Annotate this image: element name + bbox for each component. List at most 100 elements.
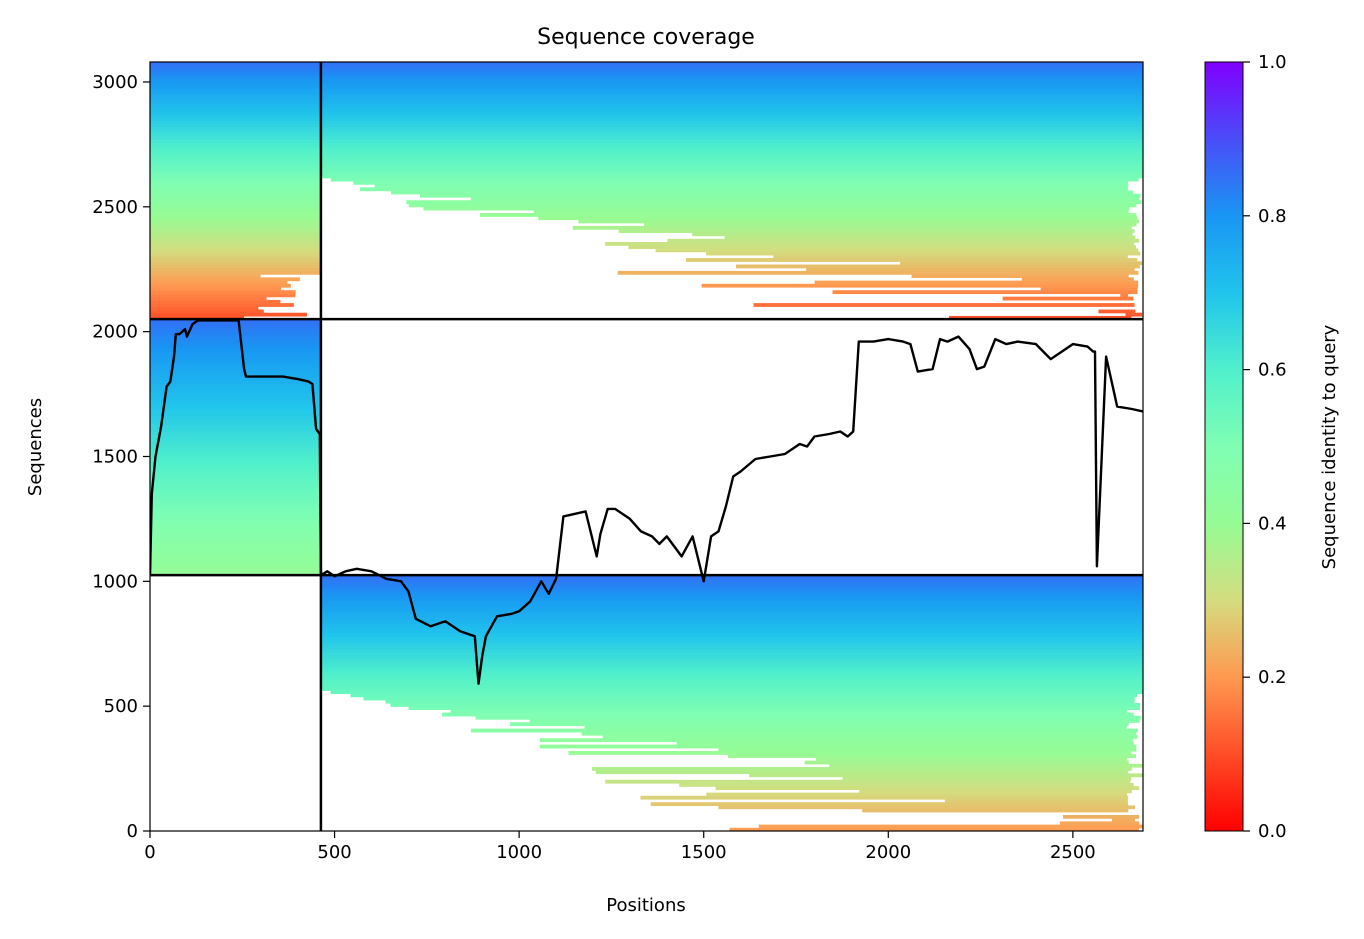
msa-row (150, 424, 321, 429)
msa-row (150, 367, 321, 371)
msa-row (320, 613, 1143, 618)
msa-row (150, 482, 321, 487)
msa-row (150, 280, 288, 285)
msa-row (320, 584, 1143, 589)
msa-row (150, 116, 321, 121)
msa-row (150, 248, 321, 253)
msa-row (350, 693, 1138, 698)
msa-row (150, 453, 321, 458)
msa-row (320, 116, 1143, 121)
msa-row (150, 94, 321, 98)
msa-row (150, 258, 321, 262)
msa-row (150, 139, 321, 143)
msa-row (150, 209, 321, 214)
msa-row (150, 81, 321, 86)
msa-row (859, 789, 1132, 794)
msa-row (1021, 277, 1134, 282)
msa-row (150, 571, 321, 576)
msa-row (150, 119, 321, 124)
msa-row (470, 197, 1140, 201)
colorbar-tick-label: 0.0 (1258, 821, 1287, 842)
msa-row (655, 248, 1139, 253)
msa-row (539, 744, 1137, 749)
msa-row (150, 431, 321, 435)
msa-row (320, 145, 1143, 150)
msa-row (320, 687, 1143, 691)
msa-row (320, 78, 1143, 82)
msa-row (150, 107, 321, 111)
msa-row (150, 485, 321, 490)
msa-row (320, 90, 1143, 95)
msa-row (667, 238, 1140, 243)
msa-row (150, 530, 321, 535)
msa-row (150, 126, 321, 131)
msa-row (150, 129, 321, 134)
plot-frame (149, 61, 1144, 832)
msa-row (150, 373, 321, 378)
msa-row (320, 87, 1143, 92)
msa-row (320, 648, 1143, 653)
msa-row (150, 488, 321, 493)
msa-row (679, 783, 1134, 787)
msa-row (320, 113, 1143, 118)
colorbar: 0.0 0.2 0.4 0.6 0.8 1.0 Sequence identity to … (1204, 52, 1340, 842)
msa-row (150, 447, 321, 451)
msa-row (150, 491, 321, 496)
msa-row (150, 363, 321, 368)
msa-row (320, 68, 1143, 73)
msa-row (320, 123, 1143, 127)
msa-block-1 (150, 62, 321, 320)
msa-row (150, 264, 321, 269)
msa-row (150, 504, 321, 509)
msa-row (650, 802, 1128, 807)
msa-row (605, 779, 1131, 784)
msa-row (150, 110, 321, 115)
msa-row (150, 148, 321, 153)
msa-row (150, 456, 321, 461)
msa-row (408, 203, 1137, 208)
msa-row (150, 411, 321, 416)
msa-row (320, 626, 1143, 631)
msa-row (150, 392, 321, 397)
msa-row (150, 344, 321, 349)
msa-row (390, 703, 1141, 707)
msa-row (150, 559, 321, 563)
msa-row (150, 293, 296, 298)
msa-row (150, 216, 321, 221)
msa-row (150, 274, 261, 278)
msa-row (320, 97, 1143, 102)
msa-row (150, 161, 321, 166)
msa-row (150, 360, 321, 365)
msa-row (736, 264, 1140, 269)
x-tick-label: 1500 (681, 842, 727, 863)
msa-row (150, 463, 321, 467)
msa-row (150, 338, 321, 343)
msa-row (150, 517, 321, 522)
msa-row (320, 158, 1143, 163)
msa-row (320, 607, 1143, 611)
msa-row (944, 799, 1128, 803)
plot-area (149, 61, 1144, 832)
msa-row (150, 251, 321, 256)
msa-row (150, 357, 321, 362)
y-axis: 0 500 1000 1500 2000 2500 3000 (92, 72, 150, 842)
msa-row (320, 661, 1143, 666)
msa-row (150, 427, 321, 432)
msa-row (320, 103, 1143, 108)
msa-row (150, 437, 321, 442)
msa-row (150, 386, 321, 391)
msa-row (533, 209, 1129, 214)
msa-row (150, 213, 321, 217)
msa-row (150, 514, 321, 519)
msa-row (814, 280, 1139, 285)
msa-row (150, 421, 321, 426)
msa-row (420, 193, 1141, 198)
y-tick-label: 500 (104, 696, 138, 717)
msa-row (150, 254, 321, 259)
msa-row (320, 635, 1143, 640)
x-tick-label: 500 (317, 842, 351, 863)
msa-block-4 (320, 575, 1143, 831)
msa-row (150, 309, 264, 314)
msa-row (842, 776, 1132, 781)
